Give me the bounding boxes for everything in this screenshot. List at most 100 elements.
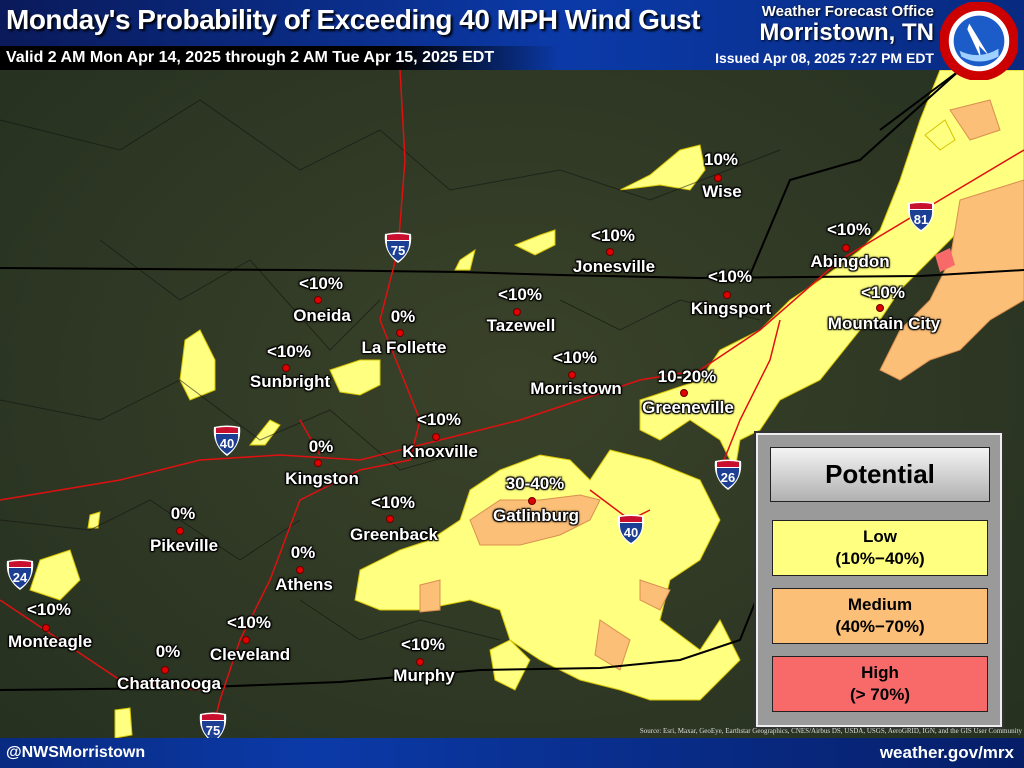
city-marker: [680, 389, 688, 397]
interstate-number: 75: [391, 243, 405, 258]
city-marker: [416, 658, 424, 666]
interstate-shield-icon: 40: [616, 514, 646, 546]
city-probability: <10%: [827, 220, 871, 239]
city-marker: [176, 527, 184, 535]
city-probability: 0%: [155, 642, 181, 661]
state-borders: [0, 69, 1024, 691]
city-marker: [568, 371, 576, 379]
city-name: Greeneville: [642, 398, 734, 417]
legend-item-high: High (> 70%): [772, 656, 988, 712]
city-name: Chattanooga: [117, 674, 221, 693]
office-line2: Morristown, TN: [759, 19, 934, 46]
interstate-shield-icon: 75: [198, 712, 228, 744]
city-probability: 0%: [170, 504, 196, 523]
legend-item-low: Low (10%−40%): [772, 520, 988, 576]
city-marker: [723, 291, 731, 299]
city-probability: 0%: [390, 307, 416, 326]
city-probability: <10%: [553, 348, 597, 367]
legend-label: High: [861, 663, 899, 682]
legend-range: (> 70%): [850, 685, 910, 704]
county-borders: [0, 99, 781, 641]
city-name: Kingsport: [690, 299, 772, 318]
city-probability: 0%: [290, 543, 316, 562]
medium-potential-areas: [419, 99, 1024, 671]
city-probability: 10%: [703, 150, 739, 169]
city-probability: <10%: [861, 283, 905, 302]
interstate-shield-icon: 40: [212, 425, 242, 457]
interstate-shield-icon: 75: [383, 232, 413, 264]
city-name: Jonesville: [572, 257, 656, 276]
city-name: Kingston: [285, 469, 359, 488]
city-name: Tazewell: [486, 316, 556, 335]
high-potential-areas: [935, 248, 955, 272]
city-name: Athens: [275, 575, 333, 594]
city-probability: <10%: [267, 342, 311, 361]
city-probability: <10%: [708, 267, 752, 286]
nws-logo-icon: [940, 2, 1018, 80]
interstate-number: 81: [914, 212, 928, 227]
city-probability: <10%: [401, 635, 445, 654]
interstate-number: 40: [624, 525, 638, 540]
city-name: Abingdon: [810, 252, 890, 271]
city-name: Murphy: [393, 666, 455, 685]
city-name: Greenback: [350, 525, 438, 544]
city-marker: [396, 329, 404, 337]
legend-label: Low: [863, 527, 897, 546]
city-probability: <10%: [227, 613, 271, 632]
city-marker: [606, 248, 614, 256]
interstate-shield-icon: 24: [5, 559, 35, 591]
city-marker: [876, 304, 884, 312]
header-banner: Monday's Probability of Exceeding 40 MPH…: [0, 0, 1024, 80]
twitter-handle[interactable]: @NWSMorristown: [6, 744, 146, 761]
city-probability: 0%: [308, 437, 334, 456]
city-marker: [161, 666, 169, 674]
interstate-shield-icon: 81: [906, 201, 936, 233]
city-name: Sunbright: [249, 372, 331, 391]
footer-banner: @NWSMorristown weather.gov/mrx: [0, 738, 1024, 768]
city-probability: <10%: [498, 285, 542, 304]
city-marker: [242, 636, 250, 644]
city-probability: 10-20%: [657, 367, 717, 386]
city-marker: [842, 244, 850, 252]
website-link[interactable]: weather.gov/mrx: [879, 743, 1014, 762]
city-name: Knoxville: [402, 442, 478, 461]
city-probability: <10%: [591, 226, 635, 245]
legend-label: Medium: [847, 595, 913, 614]
city-marker: [513, 308, 521, 316]
city-marker: [386, 515, 394, 523]
interstate-number: 40: [220, 436, 234, 451]
city-name: Mountain City: [827, 314, 941, 333]
legend-range: (10%−40%): [835, 549, 925, 568]
interstate-number: 75: [206, 723, 220, 738]
valid-period: Valid 2 AM Mon Apr 14, 2025 through 2 AM…: [0, 46, 560, 70]
city-name: La Follette: [361, 338, 447, 357]
city-marker: [42, 624, 50, 632]
legend-title: Potential: [770, 447, 990, 502]
city-marker: [282, 364, 290, 372]
city-name: Gatlinburg: [493, 506, 579, 525]
source-attribution: Source: Esri, Maxar, GeoEye, Earthstar G…: [639, 727, 1022, 735]
city-marker: [314, 296, 322, 304]
office-line1: Weather Forecast Office: [761, 3, 934, 20]
legend-range: (40%−70%): [835, 617, 925, 636]
city-probability: <10%: [27, 600, 71, 619]
interstate-shield-icon: 26: [713, 459, 743, 491]
city-probability: <10%: [299, 274, 343, 293]
legend: Potential Low (10%−40%) Medium (40%−70%)…: [756, 433, 1002, 727]
map-title: Monday's Probability of Exceeding 40 MPH…: [6, 4, 700, 35]
office-name: Weather Forecast Office Morristown, TN: [759, 3, 934, 46]
city-name: Monteagle: [7, 632, 93, 651]
interstate-number: 24: [13, 570, 28, 585]
city-marker: [314, 459, 322, 467]
city-probability: <10%: [371, 493, 415, 512]
legend-item-medium: Medium (40%−70%): [772, 588, 988, 644]
city-marker: [296, 566, 304, 574]
city-name: Cleveland: [209, 645, 291, 664]
city-name: Wise: [702, 182, 742, 201]
city-marker: [528, 497, 536, 505]
city-probability: 30-40%: [505, 474, 565, 493]
city-name: Oneida: [293, 306, 351, 325]
city-marker: [714, 174, 722, 182]
interstate-number: 26: [721, 470, 735, 485]
